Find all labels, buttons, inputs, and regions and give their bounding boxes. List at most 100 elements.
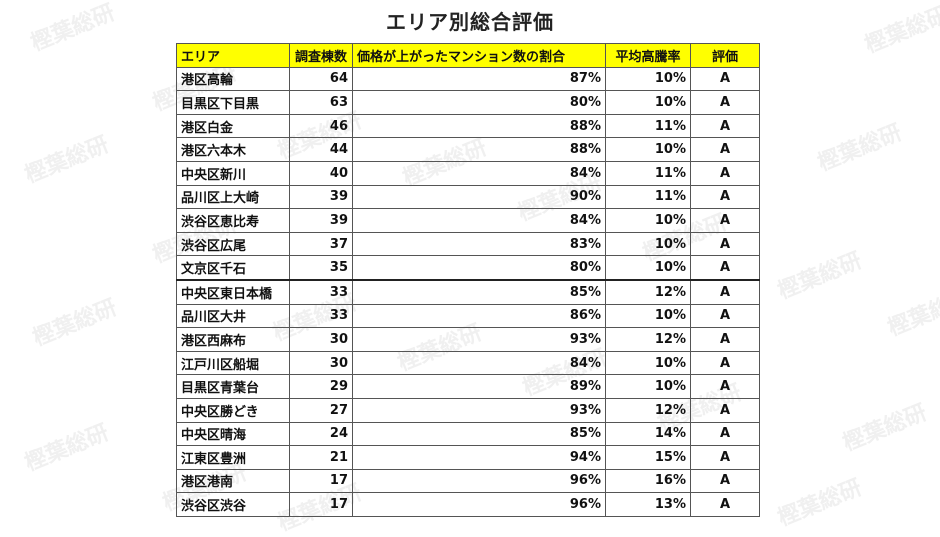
cell-share: 90% (352, 184, 606, 210)
cell-rate: 12% (605, 327, 691, 352)
table-row: 渋谷区渋谷 17 96% 13% A (176, 492, 760, 517)
cell-grade: A (690, 374, 760, 399)
watermark: 樫葉総研 (839, 400, 931, 457)
cell-area: 渋谷区渋谷 (176, 492, 290, 517)
cell-share: 94% (352, 445, 606, 470)
cell-count: 40 (289, 160, 353, 186)
cell-area: 港区港南 (176, 468, 290, 494)
cell-area: 中央区東日本橋 (176, 278, 290, 305)
cell-grade: A (690, 160, 760, 186)
cell-share: 89% (352, 374, 606, 399)
table-row: 品川区大井 33 86% 10% A (176, 303, 760, 329)
area-evaluation-table: エリア 調査棟数 価格が上がったマンション数の割合 平均高騰率 評価 港区高輪 … (176, 43, 760, 517)
cell-share: 84% (352, 160, 606, 186)
cell-share: 93% (352, 327, 606, 352)
cell-count: 33 (289, 278, 353, 305)
cell-share: 86% (352, 303, 606, 329)
watermark: 樫葉総研 (21, 420, 113, 477)
table-row: 港区六本木 44 88% 10% A (176, 137, 760, 162)
watermark: 樫葉総研 (774, 248, 866, 305)
cell-area: 目黒区青葉台 (176, 374, 290, 399)
cell-grade: A (690, 278, 760, 305)
cell-count: 37 (289, 231, 353, 257)
table-row: 中央区勝どき 27 93% 12% A (176, 397, 760, 423)
cell-grade: A (690, 397, 760, 423)
cell-count: 33 (289, 303, 353, 329)
cell-rate: 10% (605, 137, 691, 162)
cell-grade: A (690, 184, 760, 210)
cell-grade: A (690, 492, 760, 517)
cell-grade: A (690, 90, 760, 115)
cell-share: 84% (352, 350, 606, 376)
cell-area: 中央区晴海 (176, 421, 290, 447)
cell-count: 44 (289, 137, 353, 162)
table-row: 江東区豊洲 21 94% 15% A (176, 445, 760, 470)
cell-count: 17 (289, 492, 353, 517)
cell-area: 品川区上大崎 (176, 184, 290, 210)
cell-area: 渋谷区広尾 (176, 231, 290, 257)
cell-grade: A (690, 66, 760, 92)
cell-grade: A (690, 208, 760, 233)
cell-rate: 10% (605, 303, 691, 329)
cell-share: 84% (352, 208, 606, 233)
table-row: 江戸川区船堀 30 84% 10% A (176, 350, 760, 376)
cell-share: 80% (352, 255, 606, 281)
cell-count: 30 (289, 327, 353, 352)
table-row: 中央区東日本橋 33 85% 12% A (176, 278, 760, 305)
header-rate: 平均高騰率 (605, 43, 691, 68)
header-area: エリア (176, 43, 290, 68)
cell-grade: A (690, 445, 760, 470)
cell-rate: 10% (605, 255, 691, 281)
cell-share: 80% (352, 90, 606, 115)
cell-count: 21 (289, 445, 353, 470)
watermark: 樫葉総研 (21, 132, 113, 189)
cell-share: 85% (352, 421, 606, 447)
table-row: 港区港南 17 96% 16% A (176, 468, 760, 494)
table-row: 中央区新川 40 84% 11% A (176, 160, 760, 186)
cell-count: 24 (289, 421, 353, 447)
cell-rate: 10% (605, 350, 691, 376)
watermark: 樫葉総研 (774, 475, 866, 532)
table-row: 渋谷区広尾 37 83% 10% A (176, 231, 760, 257)
cell-count: 17 (289, 468, 353, 494)
table-row: 港区白金 46 88% 11% A (176, 113, 760, 139)
cell-rate: 16% (605, 468, 691, 494)
watermark: 樫葉総研 (884, 285, 940, 342)
cell-rate: 10% (605, 90, 691, 115)
table-row: 目黒区下目黒 63 80% 10% A (176, 90, 760, 115)
cell-count: 46 (289, 113, 353, 139)
cell-grade: A (690, 303, 760, 329)
watermark: 樫葉総研 (29, 295, 121, 352)
cell-area: 江東区豊洲 (176, 445, 290, 470)
table-row: 文京区千石 35 80% 10% A (176, 255, 760, 281)
watermark: 樫葉総研 (814, 120, 906, 177)
cell-grade: A (690, 468, 760, 494)
table-row: 目黒区青葉台 29 89% 10% A (176, 374, 760, 399)
table-row: 港区西麻布 30 93% 12% A (176, 327, 760, 352)
cell-share: 96% (352, 468, 606, 494)
cell-rate: 10% (605, 231, 691, 257)
cell-rate: 10% (605, 374, 691, 399)
cell-count: 39 (289, 184, 353, 210)
table-row: 品川区上大崎 39 90% 11% A (176, 184, 760, 210)
table-row: 渋谷区恵比寿 39 84% 10% A (176, 208, 760, 233)
cell-count: 35 (289, 255, 353, 281)
cell-area: 渋谷区恵比寿 (176, 208, 290, 233)
cell-share: 88% (352, 137, 606, 162)
cell-rate: 12% (605, 397, 691, 423)
cell-area: 中央区新川 (176, 160, 290, 186)
cell-count: 30 (289, 350, 353, 376)
cell-rate: 13% (605, 492, 691, 517)
cell-rate: 10% (605, 208, 691, 233)
page-title: エリア別総合評価 (386, 10, 554, 34)
cell-grade: A (690, 113, 760, 139)
cell-rate: 14% (605, 421, 691, 447)
cell-area: 江戸川区船堀 (176, 350, 290, 376)
table-row: 中央区晴海 24 85% 14% A (176, 421, 760, 447)
cell-count: 27 (289, 397, 353, 423)
cell-grade: A (690, 350, 760, 376)
cell-share: 93% (352, 397, 606, 423)
cell-area: 港区高輪 (176, 66, 290, 92)
cell-grade: A (690, 327, 760, 352)
cell-area: 中央区勝どき (176, 397, 290, 423)
